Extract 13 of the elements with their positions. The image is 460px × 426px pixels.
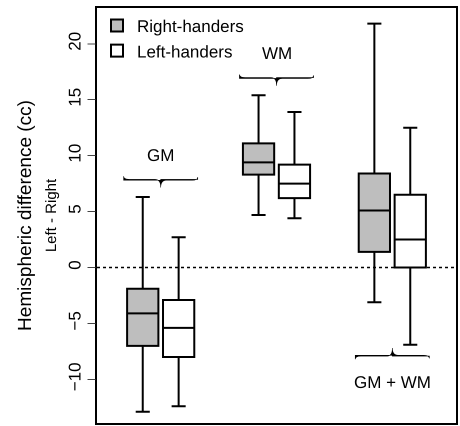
annotation: GM (147, 146, 174, 165)
y-tick-label: 15 (65, 88, 84, 107)
y-tick-label: 0 (65, 260, 84, 270)
y-tick-label: −10 (65, 362, 84, 392)
y-tick-label: 10 (65, 144, 84, 163)
annotation: GM + WM (354, 373, 431, 392)
y-tick-label: 20 (65, 32, 84, 51)
y-tick-label: 5 (65, 204, 84, 214)
legend-label: Right-handers (137, 17, 244, 36)
y-axis-title: Hemispheric difference (cc) Left - Right (15, 100, 60, 331)
y-tick-label: −5 (65, 311, 84, 331)
annotation: WM (262, 44, 292, 63)
legend-label: Left-handers (137, 42, 232, 62)
